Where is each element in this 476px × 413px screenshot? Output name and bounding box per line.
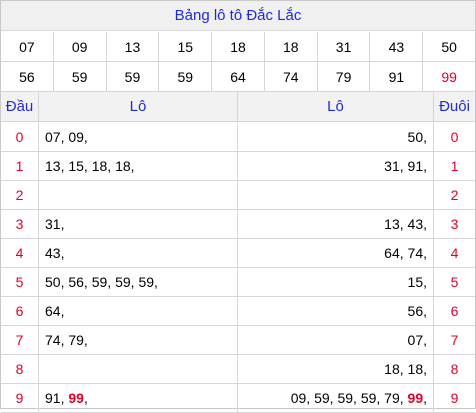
result-number: 99: [441, 69, 457, 85]
result-number: 59: [107, 62, 160, 91]
result-number: 50: [441, 39, 457, 55]
lo-right-cell: 13, 43,: [238, 210, 434, 238]
table-row: 8 18, 18, 8: [1, 355, 475, 384]
result-number: 43: [370, 32, 424, 61]
lo-left-cell: 07, 09,: [39, 123, 238, 151]
tail-digit: 8: [450, 361, 459, 377]
table-row: 3 31, 13, 43, 3: [1, 210, 475, 239]
lo-left-cell: [39, 355, 238, 383]
result-number: 79: [318, 62, 371, 91]
lo-left-cell: 13, 15, 18, 18,: [39, 152, 238, 180]
table-header: Đầu Lô Lô Đuôi: [1, 92, 475, 122]
tail-digit: 1: [450, 158, 459, 174]
head-digit: 5: [1, 268, 39, 296]
table-row: 5 50, 56, 59, 59, 59, 15, 5: [1, 268, 475, 297]
tail-digit: 6: [450, 303, 459, 319]
lo-right-cell: 07,: [238, 326, 434, 354]
header-duoi: Đuôi: [439, 98, 470, 115]
head-digit: 9: [1, 384, 39, 412]
lo-left-cell: 31,: [39, 210, 238, 238]
results-row-1: 07 09 13 15 18 18 31 43 50: [1, 32, 475, 62]
lo-right-cell: 56,: [238, 297, 434, 325]
table-row: 0 07, 09, 50, 0: [1, 123, 475, 152]
lo-right-cell: 18, 18,: [238, 355, 434, 383]
tail-digit: 9: [450, 390, 459, 406]
lo-right-cell: 31, 91,: [238, 152, 434, 180]
result-number: 59: [159, 62, 213, 91]
header-lo-left: Lô: [39, 92, 238, 121]
header-dau: Đầu: [1, 92, 39, 121]
head-digit: 1: [1, 152, 39, 180]
result-number: 18: [265, 32, 318, 61]
lo-right-cell: 64, 74,: [238, 239, 434, 267]
result-number: 18: [212, 32, 265, 61]
head-digit: 6: [1, 297, 39, 325]
head-digit: 0: [1, 123, 39, 151]
tail-digit: 7: [450, 332, 459, 348]
lo-left-cell: 64,: [39, 297, 238, 325]
result-number: 59: [54, 62, 107, 91]
results-row-2: 56 59 59 59 64 74 79 91 99: [1, 62, 475, 92]
lo-left-cell: 91, 99,: [39, 384, 238, 412]
result-number: 13: [107, 32, 160, 61]
lo-left-cell: [39, 181, 238, 209]
lo-right-cell: 15,: [238, 268, 434, 296]
head-digit: 8: [1, 355, 39, 383]
table-row: 6 64, 56, 6: [1, 297, 475, 326]
table-row: 4 43, 64, 74, 4: [1, 239, 475, 268]
lo-right-cell: 50,: [238, 123, 434, 151]
table-row: 7 74, 79, 07, 7: [1, 326, 475, 355]
result-number: 07: [1, 32, 54, 61]
result-number: 64: [212, 62, 265, 91]
tail-digit: 5: [450, 274, 459, 290]
lo-left-cell: 50, 56, 59, 59, 59,: [39, 268, 238, 296]
lo-left-cell: 74, 79,: [39, 326, 238, 354]
lo-left-cell: 43,: [39, 239, 238, 267]
head-digit: 3: [1, 210, 39, 238]
lo-right-cell: [238, 181, 434, 209]
table-row: 1 13, 15, 18, 18, 31, 91, 1: [1, 152, 475, 181]
tail-digit: 0: [450, 129, 459, 145]
special-number: 99: [407, 390, 424, 406]
page-title: Bảng lô tô Đắc Lắc: [1, 1, 475, 31]
result-number: 74: [265, 62, 318, 91]
head-digit: 4: [1, 239, 39, 267]
result-number: 56: [1, 62, 54, 91]
result-number: 91: [370, 62, 424, 91]
header-lo-right: Lô: [238, 92, 434, 121]
result-number: 15: [159, 32, 213, 61]
tail-digit: 2: [450, 187, 459, 203]
lo-right-cell: 09, 59, 59, 59, 79, 99,: [238, 384, 434, 412]
result-number: 09: [54, 32, 107, 61]
head-digit: 7: [1, 326, 39, 354]
special-number: 99: [68, 390, 84, 406]
tail-digit: 3: [450, 216, 459, 232]
tail-digit: 4: [450, 245, 459, 261]
head-digit: 2: [1, 181, 39, 209]
result-number: 31: [318, 32, 371, 61]
